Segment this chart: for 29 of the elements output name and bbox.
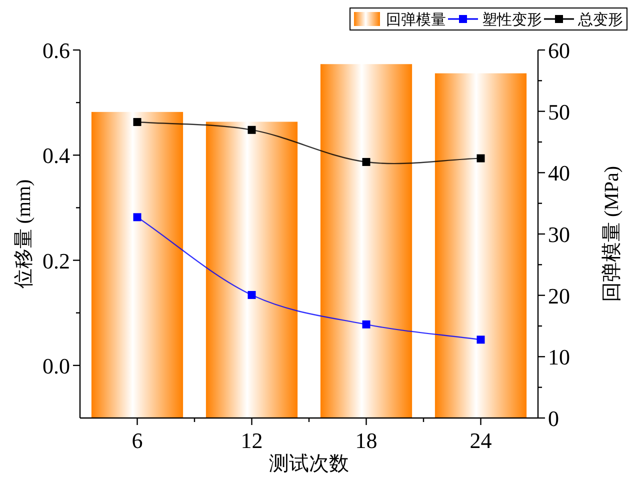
y2-tick-label: 60 [548,38,570,63]
point [362,320,370,328]
point [133,213,142,222]
y2-tick-label: 20 [548,283,570,308]
point [133,118,142,126]
y-tick-label: 0.4 [42,143,70,168]
y2-tick-label: 50 [548,99,570,124]
point [362,158,370,166]
y-tick-label: 0.2 [42,248,70,274]
legend-label: 塑性变形 [482,12,542,28]
y2-tick-label: 30 [548,222,570,247]
point [476,336,485,344]
x-tick-label: 24 [470,428,492,453]
x-tick-label: 6 [132,428,143,453]
y2-axis-title: 回弹模量 (MPa) [601,166,623,302]
x-tick-label: 12 [240,428,263,453]
point [476,154,485,162]
y-axis-title: 位移量 (mm) [13,179,35,289]
point [248,290,256,299]
legend-label: 总变形 [577,12,623,28]
point [248,126,256,134]
y2-tick-label: 0 [548,406,559,431]
y2-tick-label: 40 [548,160,570,186]
legend-label: 回弹模量 [386,12,446,28]
x-tick-label: 18 [355,428,378,453]
y-tick-label: 0.6 [42,38,70,63]
y2-tick-label: 10 [548,344,570,370]
x-axis-title: 测试次数 [269,453,349,475]
y-tick-label: 0.0 [42,353,70,378]
